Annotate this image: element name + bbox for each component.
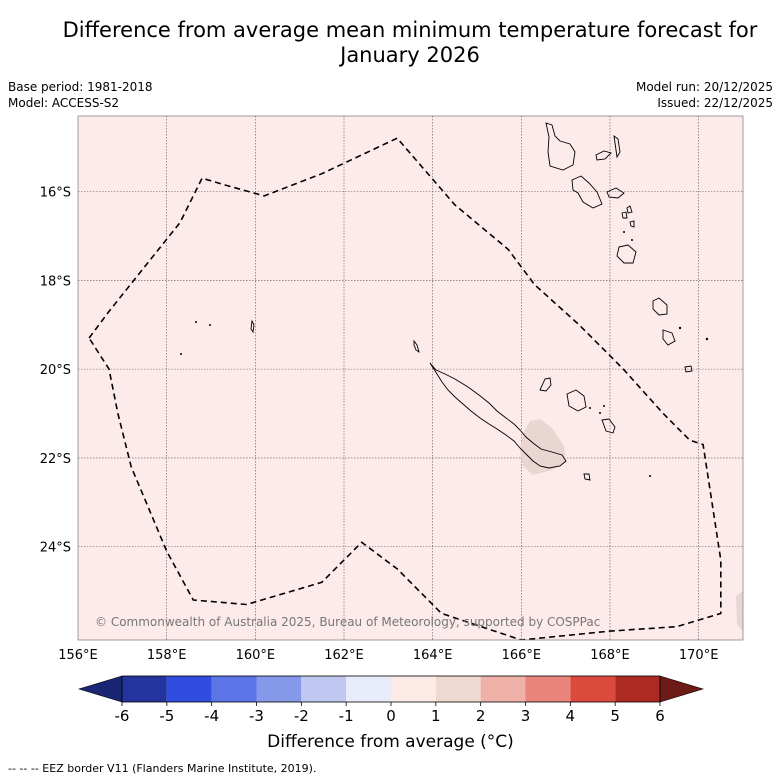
landmass-ouvea [539, 377, 552, 392]
base-period: Base period: 1981-2018 [8, 80, 153, 94]
landmass-erromango [652, 297, 668, 316]
colorbar-tick-label: 5 [610, 707, 620, 725]
colorbar-under-arrow [77, 675, 123, 703]
colorbar-tick-label: -1 [339, 707, 354, 725]
copyright-notice: © Commonwealth of Australia 2025, Bureau… [95, 615, 600, 629]
landmass-mare [601, 418, 616, 434]
landmass-epi [626, 205, 633, 214]
x-tick-label: 166°E [502, 648, 542, 663]
landmass-tanna [662, 329, 676, 346]
landmass-shepherd-a [621, 211, 628, 219]
y-tick-label: 16°S [40, 185, 71, 200]
map-frame [77, 115, 744, 641]
colorbar-bin [122, 676, 167, 702]
colorbar-bin [570, 676, 616, 702]
landmass-pentecost [606, 187, 625, 199]
landmass-malakula [571, 175, 603, 209]
colorbar-bin [211, 676, 257, 702]
landmass-chesterfield [250, 319, 255, 334]
colorbar-bin [346, 676, 391, 702]
landmass-shepherd-b [629, 220, 635, 228]
anomaly-patch-new-caledonia [520, 419, 566, 475]
meta-left: Base period: 1981-2018 Model: ACCESS-S2 [8, 79, 153, 111]
landmass-ambae [595, 150, 612, 161]
eez-legend-note: -- -- -- EEZ border V11 (Flanders Marine… [8, 762, 317, 775]
x-tick-label: 160°E [236, 648, 276, 663]
colorbar-tick-label: -3 [249, 707, 264, 725]
colorbar-bin [256, 676, 302, 702]
colorbar: -6 -5 -4 -3 -2 -1 0 1 2 3 4 5 6 [77, 675, 705, 725]
colorbar-tick-label: -6 [115, 707, 130, 725]
issued-date: Issued: 22/12/2025 [657, 96, 773, 110]
colorbar-bin [480, 676, 526, 702]
colorbar-over-arrow [659, 675, 705, 703]
model-name: Model: ACCESS-S2 [8, 96, 120, 110]
small-islands [180, 231, 709, 477]
chart-title-line1: Difference from average mean minimum tem… [62, 18, 758, 42]
y-tick-label: 18°S [40, 274, 71, 289]
colorbar-title: Difference from average (°C) [267, 732, 514, 752]
colorbar-tick-label: 2 [476, 707, 486, 725]
landmass-new-caledonia [429, 362, 567, 469]
y-tick-label: 24°S [40, 541, 71, 556]
y-tick-label: 22°S [40, 452, 71, 467]
x-tick-label: 168°E [590, 648, 630, 663]
landmass-espiritu-santo [545, 122, 576, 171]
colorbar-tick-label: 3 [521, 707, 531, 725]
x-tick-label: 162°E [324, 648, 364, 663]
x-tick-label: 158°E [147, 648, 187, 663]
colorbar-bin [435, 676, 481, 702]
x-tick-label: 156°E [58, 648, 98, 663]
map-background [78, 116, 743, 640]
colorbar-tick-label: 1 [431, 707, 441, 725]
landmass-aneityum [684, 365, 693, 373]
anomaly-patch-south-east [736, 591, 743, 631]
meta-right: Model run: 20/12/2025 Issued: 22/12/2025 [636, 79, 773, 111]
landmass-ile-des-pins [583, 473, 591, 481]
colorbar-bin [166, 676, 212, 702]
colorbar-tick-label: -5 [159, 707, 174, 725]
landmass-maewo [613, 134, 621, 159]
eez-border [88, 137, 722, 640]
chart-title-line2: January 2026 [340, 43, 480, 67]
landmass-efate [616, 244, 637, 264]
colorbar-tick-label: 4 [566, 707, 576, 725]
gridlines [78, 116, 743, 640]
colorbar-bin [615, 676, 660, 702]
y-tick-label: 20°S [40, 363, 71, 378]
model-run: Model run: 20/12/2025 [635, 80, 773, 94]
landmass-belep [413, 339, 420, 354]
x-tick-label: 164°E [413, 648, 453, 663]
colorbar-tick-label: 0 [386, 707, 396, 725]
colorbar-tick-label: -2 [294, 707, 309, 725]
colorbar-bin [525, 676, 571, 702]
colorbar-tick-label: 6 [655, 707, 665, 725]
colorbar-tick-label: -4 [204, 707, 219, 725]
axis-labels: 156°E 158°E 160°E 162°E 164°E 166°E 168°E 170°E… [40, 185, 719, 663]
colorbar-bin [301, 676, 347, 702]
landmass-lifou [566, 389, 587, 412]
landmasses [250, 122, 693, 481]
x-tick-label: 170°E [679, 648, 719, 663]
chart-title: Difference from average mean minimum tem… [40, 18, 780, 68]
colorbar-bin [391, 676, 436, 702]
